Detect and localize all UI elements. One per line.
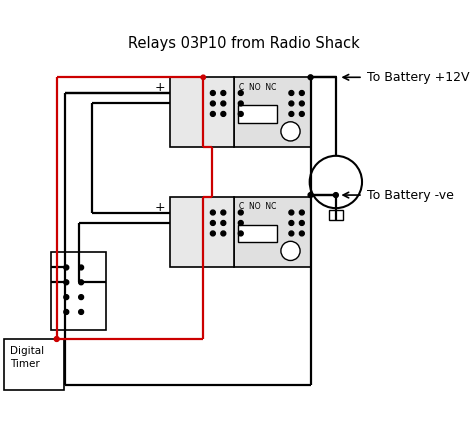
Circle shape bbox=[238, 91, 243, 95]
Circle shape bbox=[79, 309, 83, 314]
Circle shape bbox=[210, 101, 215, 106]
Circle shape bbox=[64, 295, 69, 299]
Circle shape bbox=[300, 91, 304, 95]
FancyBboxPatch shape bbox=[234, 197, 310, 267]
Text: To Battery +12V: To Battery +12V bbox=[367, 71, 470, 84]
Circle shape bbox=[300, 101, 304, 106]
Bar bbox=[238, 105, 277, 123]
Circle shape bbox=[221, 111, 226, 116]
Circle shape bbox=[289, 101, 294, 106]
Bar bbox=[238, 225, 277, 242]
Text: C  NO  NC: C NO NC bbox=[239, 83, 276, 92]
Text: Relays 03P10 from Radio Shack: Relays 03P10 from Radio Shack bbox=[128, 36, 360, 51]
Circle shape bbox=[300, 231, 304, 236]
Circle shape bbox=[64, 280, 69, 285]
Circle shape bbox=[238, 111, 243, 116]
Circle shape bbox=[64, 265, 69, 270]
Circle shape bbox=[210, 111, 215, 116]
FancyBboxPatch shape bbox=[4, 339, 64, 390]
Text: Digital
Timer: Digital Timer bbox=[9, 346, 44, 369]
Text: C  NO  NC: C NO NC bbox=[239, 202, 276, 211]
FancyBboxPatch shape bbox=[234, 77, 310, 147]
Circle shape bbox=[79, 265, 83, 270]
Circle shape bbox=[281, 122, 300, 141]
FancyBboxPatch shape bbox=[170, 197, 234, 267]
FancyBboxPatch shape bbox=[51, 252, 107, 330]
Text: +: + bbox=[155, 201, 165, 214]
Circle shape bbox=[210, 221, 215, 226]
Circle shape bbox=[289, 210, 294, 215]
Circle shape bbox=[210, 91, 215, 95]
Circle shape bbox=[308, 75, 313, 80]
Circle shape bbox=[308, 193, 313, 197]
Circle shape bbox=[289, 91, 294, 95]
Circle shape bbox=[221, 221, 226, 226]
Circle shape bbox=[210, 210, 215, 215]
Circle shape bbox=[221, 231, 226, 236]
Circle shape bbox=[238, 101, 243, 106]
Text: +: + bbox=[155, 81, 165, 94]
Circle shape bbox=[300, 111, 304, 116]
Circle shape bbox=[238, 231, 243, 236]
Circle shape bbox=[221, 91, 226, 95]
Circle shape bbox=[300, 210, 304, 215]
Circle shape bbox=[79, 280, 83, 285]
Circle shape bbox=[54, 337, 59, 341]
Circle shape bbox=[210, 231, 215, 236]
Circle shape bbox=[238, 210, 243, 215]
Circle shape bbox=[300, 221, 304, 226]
Text: To Battery -ve: To Battery -ve bbox=[367, 188, 454, 202]
Circle shape bbox=[281, 241, 300, 260]
Circle shape bbox=[289, 111, 294, 116]
Circle shape bbox=[221, 101, 226, 106]
Circle shape bbox=[238, 221, 243, 226]
Circle shape bbox=[64, 309, 69, 314]
Circle shape bbox=[289, 231, 294, 236]
Circle shape bbox=[79, 295, 83, 299]
Bar bbox=[329, 210, 343, 220]
Circle shape bbox=[221, 210, 226, 215]
Circle shape bbox=[201, 75, 205, 79]
Circle shape bbox=[289, 221, 294, 226]
FancyBboxPatch shape bbox=[170, 77, 234, 147]
Circle shape bbox=[333, 193, 338, 197]
Circle shape bbox=[310, 156, 362, 208]
